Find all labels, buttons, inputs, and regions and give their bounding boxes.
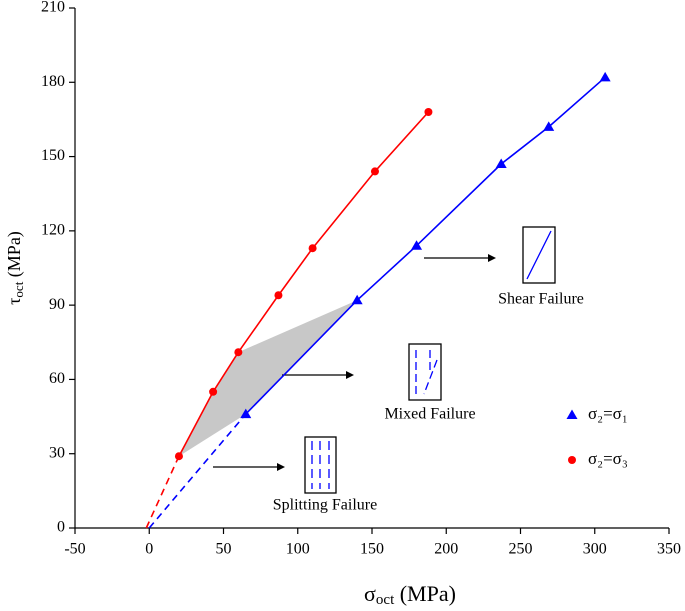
y-tick-label: 210 [41,0,65,16]
annotation: Splitting Failure [273,497,377,514]
x-tick-label: -50 [64,541,85,558]
failure-region [178,300,358,457]
splitting-icon [304,436,337,494]
y-tick-label: 90 [49,296,65,313]
x-label-base: σ [364,581,376,606]
x-tick-label: 350 [657,541,681,558]
x-label-sub: oct [376,592,395,608]
x-tick-label: 150 [360,541,384,558]
series-line [245,76,606,415]
y-tick-label: 60 [49,370,65,387]
annotation: Shear Failure [498,291,584,308]
x-label-unit: (MPa) [394,581,456,606]
dashed-line [145,455,180,529]
y-label-base: τ [4,298,24,305]
y-label-unit: (MPa) [4,231,25,282]
mixed-icon [408,343,442,401]
circle-marker [370,167,379,176]
circle-marker [234,348,243,357]
x-tick-label: 250 [509,541,533,558]
shear-icon [522,226,556,284]
x-tick-label: 200 [434,541,458,558]
mixed-crack [415,350,438,396]
circle-marker [274,291,283,300]
triangle-marker [543,121,555,131]
y-tick-label: 120 [41,222,65,239]
legend-label: σ₂=σ₃ [588,449,628,468]
shear-crack [526,230,552,280]
triangle-marker [599,71,611,82]
annotation: Mixed Failure [384,406,475,423]
arrows [213,257,488,468]
legend-marker [568,456,576,464]
circle-marker [174,452,183,461]
y-tick-label: 150 [41,147,65,164]
x-tick-label: 50 [216,541,232,558]
circle-marker [424,108,433,116]
x-axis-label: σoct (MPa) [364,581,456,608]
y-tick-label: 0 [57,519,65,536]
y-tick-label: 180 [41,73,65,90]
triangle-marker [495,158,507,168]
dashed-line [148,413,247,529]
triangle-marker [411,240,423,250]
circle-marker [308,244,317,253]
legend-marker [566,409,578,419]
y-label-sub: oct [11,281,26,297]
triangle-marker [240,408,252,419]
x-tick-label: 100 [286,541,310,558]
arrow-heads [277,254,496,471]
y-tick-label: 30 [49,444,65,461]
y-axis-label: τoct (MPa) [4,231,26,305]
circle-marker [209,387,218,396]
icons [213,226,556,494]
splitting-crack [311,441,330,489]
legend-label: σ₂=σ₁ [588,404,628,423]
x-tick-label: 0 [145,541,153,558]
x-tick-label: 300 [583,541,607,558]
triangle-marker [351,294,363,305]
